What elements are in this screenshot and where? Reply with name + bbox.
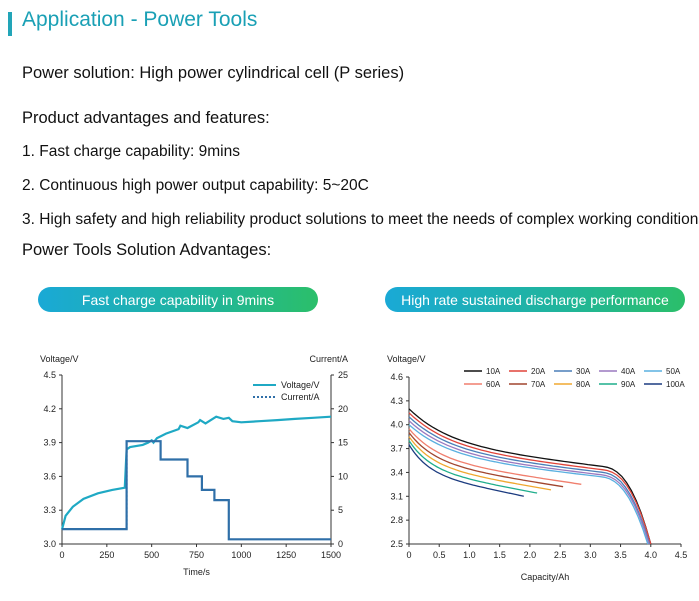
chart1-x-tick-label: 0 — [59, 550, 64, 560]
chart1-y-tick-label: 4.5 — [43, 370, 56, 380]
chart2-series-line — [408, 444, 524, 497]
chart2-y-tick-label: 3.1 — [390, 491, 403, 501]
chart2-series-line — [408, 412, 652, 545]
chart1-ylabel: Voltage/V — [40, 354, 79, 364]
chart2-y-tick-label: 4.6 — [390, 372, 403, 382]
feature-item: 1. Fast charge capability: 9mins — [22, 143, 240, 160]
chart1-x-tick-label: 250 — [99, 550, 114, 560]
chart2-series-line — [408, 440, 538, 494]
chart1-y-tick-label: 4.2 — [43, 404, 56, 414]
chart2-x-tick-label: 2.5 — [554, 550, 567, 560]
chart2-legend-label: 70A — [531, 380, 546, 389]
chart1-y2-tick-label: 25 — [338, 370, 348, 380]
chart2-series-line — [408, 420, 650, 545]
chart1-x-tick-label: 750 — [189, 550, 204, 560]
title-accent-bar — [8, 12, 12, 36]
chart2-series-line — [408, 424, 649, 545]
chart2-y-tick-label: 3.7 — [390, 444, 403, 454]
chart1-y2-tick-label: 20 — [338, 404, 348, 414]
chart2-series-line — [408, 408, 652, 545]
chart1-y-tick-label: 3.3 — [43, 505, 56, 515]
page-title: Application - Power Tools — [22, 8, 258, 31]
chart2-legend-label: 10A — [486, 367, 501, 376]
chart2-legend-label: 40A — [621, 367, 636, 376]
advantages-heading: Product advantages and features: — [22, 109, 270, 127]
chart2-y-tick-label: 2.8 — [390, 515, 403, 525]
chart2-y-tick-label: 4.0 — [390, 420, 403, 430]
chart2-x-tick-label: 4.5 — [675, 550, 688, 560]
solution-text: Power solution: High power cylindrical c… — [22, 64, 405, 82]
chart1-current-line — [62, 440, 331, 541]
chart1-y2-tick-label: 0 — [338, 539, 343, 549]
chart2-y-tick-label: 4.3 — [390, 396, 403, 406]
chart2-y-tick-label: 3.4 — [390, 467, 403, 477]
chart2-series-line — [408, 436, 552, 491]
chart2-legend-label: 60A — [486, 380, 501, 389]
chart2-ylabel: Voltage/V — [387, 354, 426, 364]
chart2-x-tick-label: 3.0 — [584, 550, 597, 560]
chart1-y2-tick-label: 5 — [338, 505, 343, 515]
chart2-series-line — [408, 416, 651, 545]
chart2-xlabel: Capacity/Ah — [521, 572, 570, 582]
pill-fast-charge: Fast charge capability in 9mins — [38, 287, 318, 312]
chart1-x-tick-label: 500 — [144, 550, 159, 560]
feature-item: 3. High safety and high reliability prod… — [22, 211, 699, 228]
chart2-x-tick-label: 0 — [406, 550, 411, 560]
chart1-legend-voltage: Voltage/V — [281, 380, 320, 390]
chart2-series-line — [408, 432, 564, 488]
feature-item: 2. Continuous high power output capabili… — [22, 177, 369, 194]
pill-high-rate: High rate sustained discharge performanc… — [385, 287, 685, 312]
chart2-legend-label: 90A — [621, 380, 636, 389]
chart2-legend-label: 100A — [666, 380, 685, 389]
chart1-xlabel: Time/s — [183, 567, 210, 577]
chart2-x-tick-label: 1.0 — [463, 550, 476, 560]
chart2-legend-label: 30A — [576, 367, 591, 376]
solution-heading: Power Tools Solution Advantages: — [22, 241, 272, 259]
chart2-x-tick-label: 3.5 — [614, 550, 627, 560]
chart2-x-tick-label: 4.0 — [645, 550, 658, 560]
chart1-y-tick-label: 3.0 — [43, 539, 56, 549]
chart1-y2-tick-label: 15 — [338, 438, 348, 448]
chart2-legend-label: 50A — [666, 367, 681, 376]
chart1-x-tick-label: 1250 — [276, 550, 296, 560]
chart2-x-tick-label: 0.5 — [433, 550, 446, 560]
chart2-legend-label: 20A — [531, 367, 546, 376]
chart1-y2-tick-label: 10 — [338, 471, 348, 481]
chart1-voltage-line — [60, 415, 332, 530]
chart2-x-tick-label: 2.0 — [524, 550, 537, 560]
chart1-x-tick-label: 1000 — [231, 550, 251, 560]
chart2-series-line — [408, 428, 582, 485]
chart2-y-tick-label: 2.5 — [390, 539, 403, 549]
chart1-x-tick-label: 1500 — [321, 550, 341, 560]
chart2-x-tick-label: 1.5 — [493, 550, 506, 560]
chart1-legend-current: Current/A — [281, 392, 320, 402]
chart1-y-tick-label: 3.6 — [43, 471, 56, 481]
chart2-legend-label: 80A — [576, 380, 591, 389]
chart1-y2label: Current/A — [309, 354, 348, 364]
chart1-y-tick-label: 3.9 — [43, 438, 56, 448]
